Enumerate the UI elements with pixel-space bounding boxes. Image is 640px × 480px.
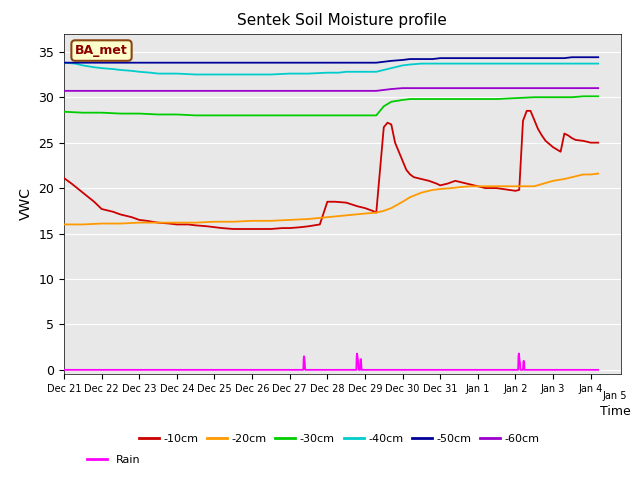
Text: Time: Time (600, 405, 630, 418)
Legend: -10cm, -20cm, -30cm, -40cm, -50cm, -60cm: -10cm, -20cm, -30cm, -40cm, -50cm, -60cm (134, 429, 545, 448)
Title: Sentek Soil Moisture profile: Sentek Soil Moisture profile (237, 13, 447, 28)
Text: Jan 5: Jan 5 (603, 391, 627, 401)
Y-axis label: VWC: VWC (19, 188, 33, 220)
Text: BA_met: BA_met (75, 44, 128, 57)
Legend: Rain: Rain (83, 451, 145, 469)
